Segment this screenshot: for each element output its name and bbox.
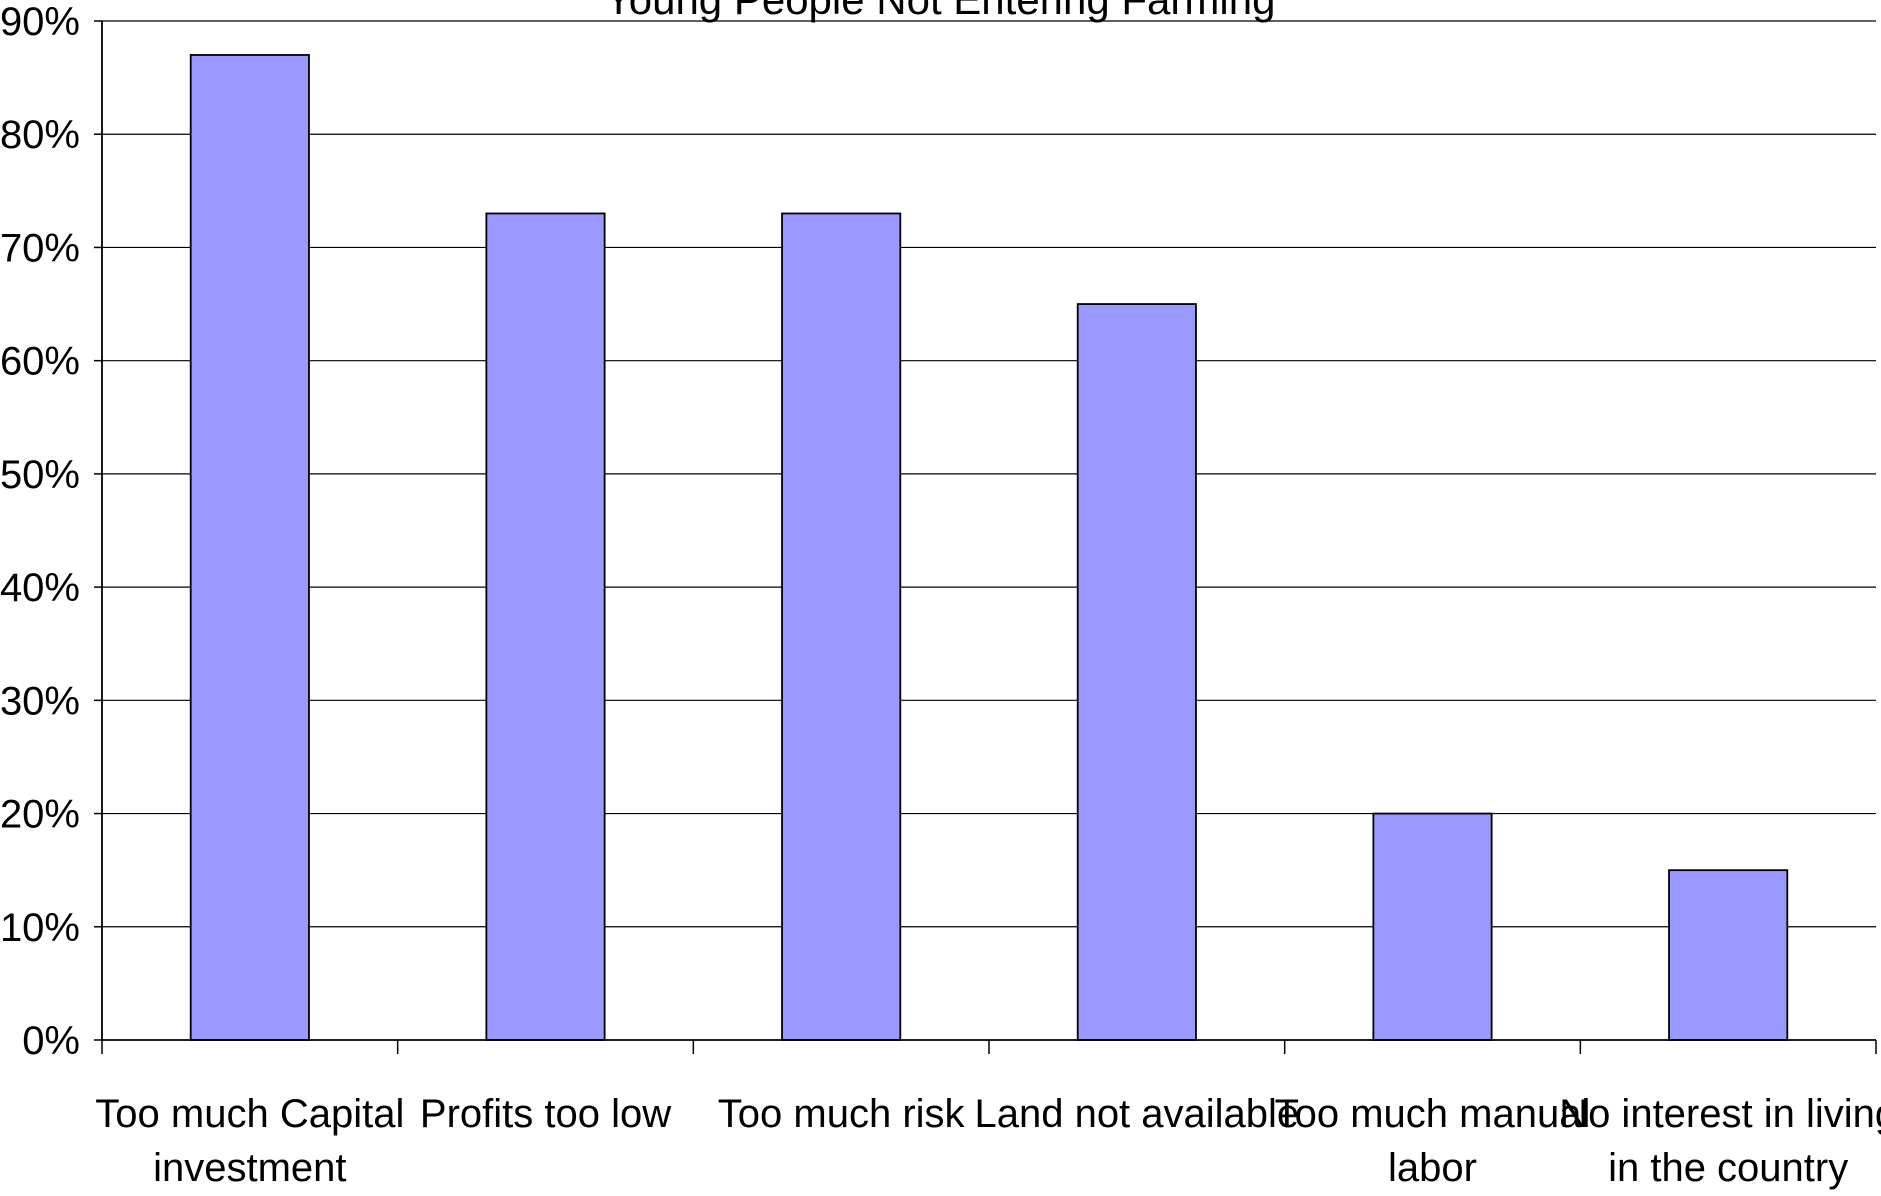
x-category-label: Profits too low	[420, 1092, 671, 1136]
x-category-label-line: Too much risk	[718, 1092, 966, 1136]
bar	[485, 212, 606, 1041]
x-category-label-line: investment	[153, 1146, 346, 1190]
x-category-label-line: No interest in living	[1559, 1092, 1881, 1136]
axes	[94, 20, 1877, 1054]
gridlines	[102, 20, 1876, 928]
y-tick-label: 30%	[0, 679, 80, 723]
y-tick-labels: 0% 10% 20% 30% 40% 50% 60% 70% 80% 90%	[0, 0, 80, 1063]
x-category-label-line: Profits too low	[420, 1092, 671, 1136]
x-category-labels: Too much Capital investment Profits too lo…	[95, 1092, 1881, 1190]
chart-title: Young People Not Entering Farming	[605, 0, 1276, 23]
bar	[1668, 869, 1789, 1041]
x-category-label-line: Too much manual	[1275, 1092, 1591, 1136]
bar	[189, 54, 310, 1041]
x-category-label-line: Too much Capital	[95, 1092, 404, 1136]
y-tick-label: 40%	[0, 566, 80, 610]
x-category-label-line: labor	[1388, 1146, 1477, 1190]
x-category-label: Land not available	[974, 1092, 1299, 1136]
x-category-label: Too much risk	[718, 1092, 966, 1136]
y-tick-label: 80%	[0, 113, 80, 157]
x-category-label: Too much manual labor	[1275, 1092, 1591, 1190]
y-tick-label: 60%	[0, 340, 80, 384]
x-category-label: Too much Capital investment	[95, 1092, 404, 1190]
bar	[1372, 812, 1493, 1041]
x-category-label-line: Land not available	[974, 1092, 1299, 1136]
y-tick-label: 90%	[0, 0, 80, 44]
x-category-label: No interest in living in the country	[1559, 1092, 1881, 1190]
bars	[189, 54, 1789, 1041]
bar	[781, 212, 902, 1041]
y-tick-label: 20%	[0, 793, 80, 837]
x-category-label-line: in the country	[1608, 1146, 1848, 1190]
y-tick-label: 10%	[0, 906, 80, 950]
y-tick-label: 70%	[0, 226, 80, 270]
bar	[1076, 303, 1197, 1041]
y-tick-label: 0%	[22, 1019, 80, 1063]
y-tick-label: 50%	[0, 453, 80, 497]
